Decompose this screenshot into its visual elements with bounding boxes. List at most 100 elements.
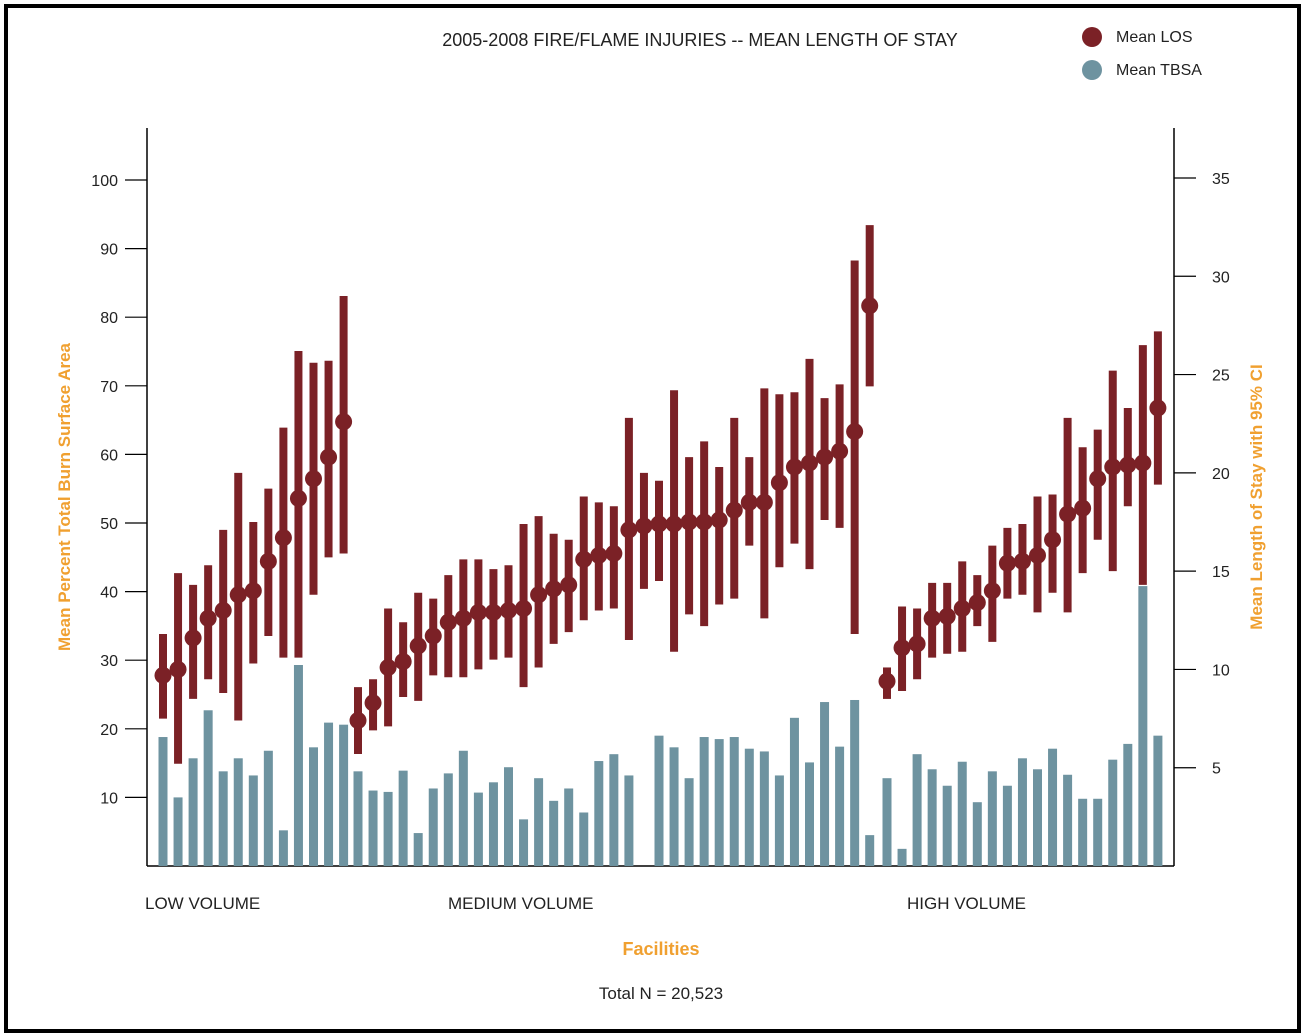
los-mean-point bbox=[229, 586, 247, 604]
tbsa-bar bbox=[1138, 586, 1148, 866]
tbsa-bar bbox=[820, 702, 830, 866]
los-mean-point bbox=[605, 544, 623, 562]
tbsa-bar bbox=[443, 773, 453, 866]
los-mean-point bbox=[184, 629, 202, 647]
los-mean-point bbox=[575, 550, 593, 568]
tbsa-bar bbox=[1093, 798, 1103, 866]
tbsa-bar bbox=[353, 771, 363, 866]
los-mean-point bbox=[545, 580, 563, 598]
los-mean-point bbox=[650, 515, 668, 533]
los-mean-point bbox=[938, 607, 956, 625]
los-mean-point bbox=[379, 658, 397, 676]
los-mean-point bbox=[1074, 499, 1092, 517]
tbsa-bar bbox=[835, 746, 845, 866]
tbsa-bar bbox=[233, 758, 243, 866]
tbsa-bar bbox=[684, 778, 694, 866]
los-mean-point bbox=[1044, 531, 1062, 549]
tbsa-bar bbox=[1048, 748, 1058, 866]
tbsa-bar bbox=[1033, 769, 1042, 866]
tbsa-bar bbox=[957, 761, 967, 866]
left-tick-label: 20 bbox=[100, 722, 118, 739]
los-mean-point bbox=[1089, 470, 1107, 488]
tbsa-bar bbox=[1108, 759, 1118, 866]
tbsa-bar bbox=[865, 835, 875, 866]
los-mean-point bbox=[635, 517, 653, 535]
los-mean-point bbox=[560, 576, 578, 594]
los-mean-point bbox=[785, 458, 803, 476]
los-mean-point bbox=[335, 413, 353, 431]
tbsa-bar bbox=[309, 747, 318, 866]
los-mean-point bbox=[878, 672, 896, 690]
los-points bbox=[154, 297, 1167, 730]
tbsa-bar bbox=[972, 802, 982, 866]
los-mean-point bbox=[274, 529, 292, 547]
tbsa-bar bbox=[278, 830, 288, 866]
tbsa-bar bbox=[654, 735, 664, 866]
los-mean-point bbox=[983, 582, 1001, 600]
tbsa-bar bbox=[293, 665, 303, 866]
los-mean-point bbox=[680, 513, 698, 531]
los-mean-point bbox=[620, 521, 638, 539]
los-mean-point bbox=[305, 470, 322, 488]
tbsa-bar bbox=[624, 775, 634, 866]
tbsa-bar bbox=[774, 775, 784, 866]
chart-title: 2005-2008 FIRE/FLAME INJURIES -- MEAN LE… bbox=[442, 30, 957, 50]
los-mean-point bbox=[515, 599, 533, 617]
tbsa-bar bbox=[504, 767, 513, 866]
los-mean-point bbox=[409, 637, 427, 655]
tbsa-bar bbox=[248, 775, 258, 866]
right-tick-label: 5 bbox=[1212, 761, 1221, 778]
tbsa-bar bbox=[339, 724, 349, 866]
los-mean-point bbox=[953, 599, 971, 617]
tbsa-bar bbox=[942, 785, 952, 866]
tbsa-bar bbox=[564, 788, 574, 866]
los-mean-point bbox=[1029, 546, 1046, 564]
right-axis-ticks: 5 10 15 20 25 30 35 bbox=[1174, 171, 1230, 778]
los-mean-point bbox=[665, 515, 683, 533]
los-mean-point bbox=[590, 546, 608, 564]
tbsa-bar bbox=[1078, 798, 1088, 866]
los-mean-point bbox=[199, 609, 217, 627]
tbsa-bar bbox=[1123, 743, 1133, 866]
tbsa-bar bbox=[789, 717, 799, 866]
legend-swatch-tbsa bbox=[1082, 60, 1102, 80]
los-mean-point bbox=[710, 511, 728, 529]
tbsa-bar bbox=[897, 848, 907, 866]
los-mean-point bbox=[349, 712, 367, 730]
legend-label-los: Mean LOS bbox=[1116, 29, 1192, 46]
los-mean-point bbox=[320, 448, 338, 466]
tbsa-bar bbox=[458, 750, 468, 866]
los-mean-point bbox=[846, 423, 864, 441]
tbsa-bar bbox=[324, 722, 334, 866]
tbsa-bar bbox=[579, 812, 589, 866]
los-mean-point bbox=[831, 442, 849, 460]
los-mean-point bbox=[244, 582, 262, 600]
tbsa-bars bbox=[158, 586, 1163, 866]
right-axis-title: Mean Length of Stay with 95% CI bbox=[1247, 364, 1266, 629]
left-axis-ticks: 10 20 30 40 50 60 70 80 90 100 bbox=[91, 173, 147, 807]
group-label-high: HIGH VOLUME bbox=[907, 894, 1026, 913]
tbsa-bar bbox=[519, 819, 529, 866]
tbsa-bar bbox=[759, 751, 769, 866]
los-mean-point bbox=[394, 653, 412, 671]
los-mean-point bbox=[289, 489, 307, 507]
los-mean-point bbox=[439, 613, 457, 631]
tbsa-bar bbox=[714, 739, 724, 866]
tbsa-bar bbox=[368, 790, 378, 866]
los-mean-point bbox=[968, 594, 986, 612]
x-axis-title: Facilities bbox=[622, 939, 699, 959]
tbsa-bar bbox=[609, 754, 619, 866]
los-mean-point bbox=[484, 603, 502, 621]
tbsa-bar bbox=[218, 771, 228, 866]
los-mean-point bbox=[1119, 456, 1137, 474]
los-mean-point bbox=[530, 586, 548, 604]
los-mean-point bbox=[1059, 505, 1077, 523]
left-tick-label: 40 bbox=[100, 585, 118, 602]
los-mean-point bbox=[908, 635, 926, 653]
tbsa-bar bbox=[473, 792, 483, 866]
los-mean-point bbox=[740, 493, 758, 511]
left-tick-label: 80 bbox=[100, 310, 118, 327]
left-axis-title: Mean Percent Total Burn Surface Area bbox=[55, 342, 74, 651]
tbsa-bar bbox=[744, 748, 754, 866]
